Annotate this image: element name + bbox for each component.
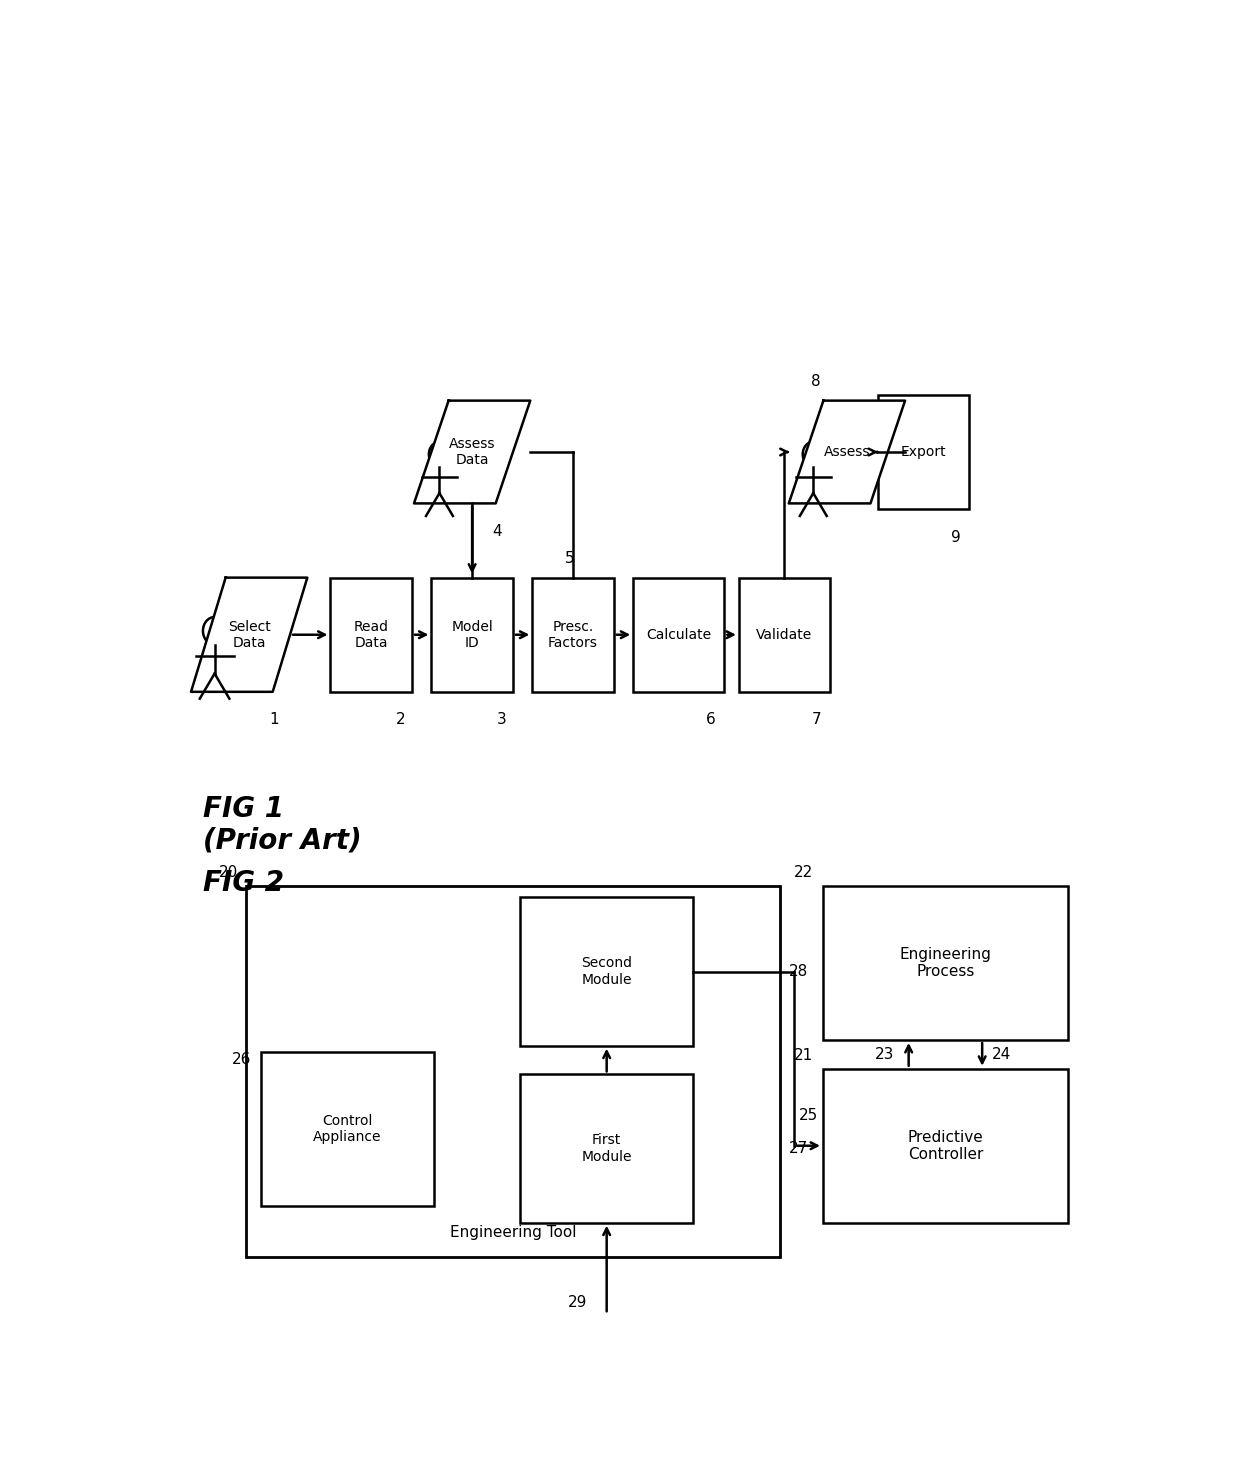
Text: Calculate: Calculate <box>646 627 712 642</box>
Text: Validate: Validate <box>756 627 812 642</box>
Text: 20: 20 <box>219 865 238 881</box>
Bar <box>260 1051 434 1206</box>
Bar <box>432 578 513 691</box>
Text: Export: Export <box>901 445 946 460</box>
Bar <box>823 885 1068 1040</box>
Text: Control
Appliance: Control Appliance <box>312 1114 382 1143</box>
Text: Engineering
Process: Engineering Process <box>899 946 991 979</box>
Text: 1: 1 <box>269 712 279 727</box>
Text: FIG 2: FIG 2 <box>203 869 284 897</box>
Text: 29: 29 <box>568 1295 588 1311</box>
Polygon shape <box>191 578 308 691</box>
Bar <box>521 897 693 1046</box>
Text: 28: 28 <box>789 964 808 979</box>
Text: 21: 21 <box>794 1048 813 1063</box>
Bar <box>532 578 614 691</box>
Bar <box>878 394 970 509</box>
Text: 3: 3 <box>497 712 506 727</box>
Text: 27: 27 <box>789 1140 808 1157</box>
Text: Assess
Data: Assess Data <box>449 437 496 467</box>
Bar <box>521 1074 693 1223</box>
Text: 8: 8 <box>811 374 821 389</box>
Text: 4: 4 <box>492 523 502 538</box>
Polygon shape <box>789 400 905 503</box>
Text: Engineering Tool: Engineering Tool <box>450 1225 577 1240</box>
Text: 24: 24 <box>992 1047 1011 1062</box>
Text: First
Module: First Module <box>582 1133 632 1164</box>
Text: 26: 26 <box>232 1051 250 1066</box>
Text: Model
ID: Model ID <box>451 620 494 650</box>
Text: Presc.
Factors: Presc. Factors <box>548 620 598 650</box>
Text: Assess: Assess <box>823 445 870 460</box>
Text: 2: 2 <box>396 712 405 727</box>
Bar <box>634 578 724 691</box>
Bar <box>823 1069 1068 1223</box>
Text: 25: 25 <box>799 1108 818 1123</box>
Text: Second
Module: Second Module <box>582 957 632 986</box>
Polygon shape <box>414 400 531 503</box>
Text: FIG 1
(Prior Art): FIG 1 (Prior Art) <box>203 795 362 856</box>
Text: 23: 23 <box>875 1047 894 1062</box>
Text: 9: 9 <box>951 529 961 544</box>
Text: Read
Data: Read Data <box>353 620 388 650</box>
Text: Select
Data: Select Data <box>228 620 270 650</box>
Bar <box>247 885 780 1258</box>
Bar <box>330 578 412 691</box>
Text: 22: 22 <box>794 865 813 881</box>
Text: 6: 6 <box>706 712 715 727</box>
Text: 5: 5 <box>565 552 574 567</box>
Bar <box>739 578 830 691</box>
Text: Predictive
Controller: Predictive Controller <box>908 1130 983 1161</box>
Text: 7: 7 <box>812 712 821 727</box>
